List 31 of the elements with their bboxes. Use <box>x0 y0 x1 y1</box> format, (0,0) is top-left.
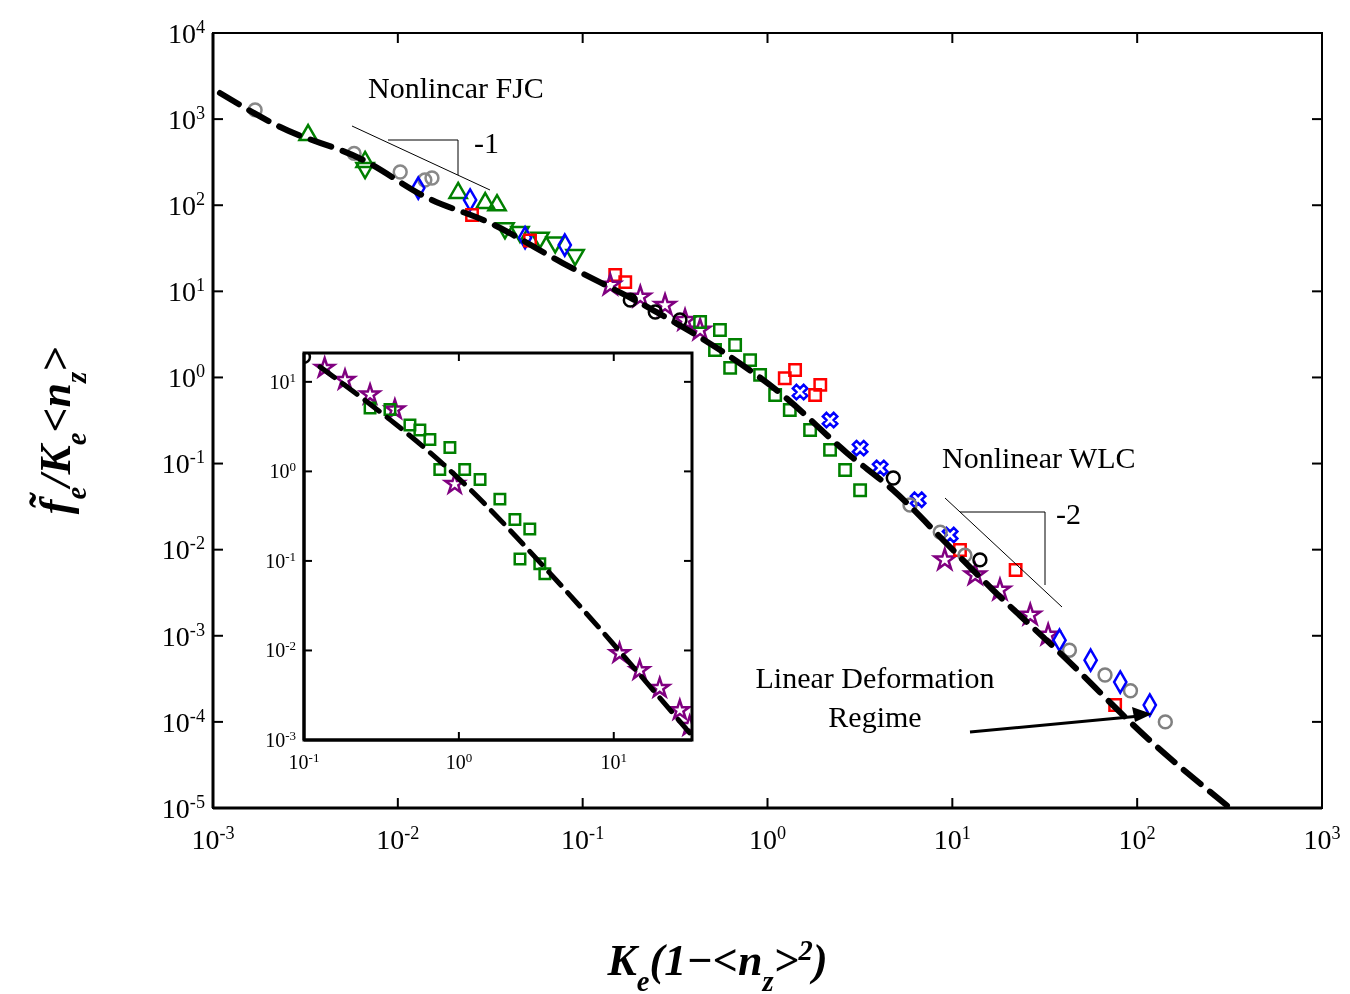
y-tick-label: 10$^{0}$ <box>269 458 296 483</box>
annotation: Nonlincar FJC <box>368 71 544 104</box>
annotation: Linear Deformation Regime <box>755 661 995 733</box>
y-tick-label: 10$^{-2}$ <box>265 637 296 662</box>
x-tick-label: 10$^{0}$ <box>748 822 787 855</box>
y-tick-label: 10$^{-1}$ <box>265 548 296 572</box>
x-tick-label: 10$^{2}$ <box>1118 822 1156 855</box>
annotation: -1 <box>474 126 499 159</box>
x-tick-label: 10$^{0}$ <box>445 749 473 773</box>
annotation: -2 <box>1056 497 1081 530</box>
x-tick-label: 10$^{1}$ <box>600 749 628 773</box>
y-tick-label: 10$^{1}$ <box>167 275 205 308</box>
x-tick-label: 10$^{-1}$ <box>288 749 320 773</box>
y-tick-label: 10$^{-5}$ <box>161 791 205 824</box>
x-tick-label: 10$^{3}$ <box>1303 822 1341 855</box>
y-tick-label: 10$^{3}$ <box>167 102 205 135</box>
x-tick-label: 10$^{-2}$ <box>376 822 420 855</box>
x-tick-label: 10$^{-3}$ <box>191 822 235 855</box>
y-tick-label: 10$^{0}$ <box>167 361 205 394</box>
annotation: Nonlinear WLC <box>942 441 1136 474</box>
y-tick-label: 10$^{-3}$ <box>161 619 205 652</box>
y-tick-label: 10$^{-4}$ <box>161 705 205 738</box>
x-tick-label: 10$^{-1}$ <box>561 822 605 855</box>
y-tick-label: 10$^{2}$ <box>167 189 205 222</box>
x-axis-title: K$_{e}$(1−<n$_{z}$>$^{2}$) <box>606 934 828 994</box>
y-tick-label: 10$^{-3}$ <box>265 727 296 751</box>
y-tick-label: 10$^{4}$ <box>167 16 205 49</box>
y-tick-label: 10$^{-2}$ <box>161 533 205 566</box>
y-tick-label: 10$^{-1}$ <box>161 447 205 480</box>
y-tick-label: 10$^{1}$ <box>269 369 296 393</box>
x-tick-label: 10$^{1}$ <box>933 822 971 855</box>
